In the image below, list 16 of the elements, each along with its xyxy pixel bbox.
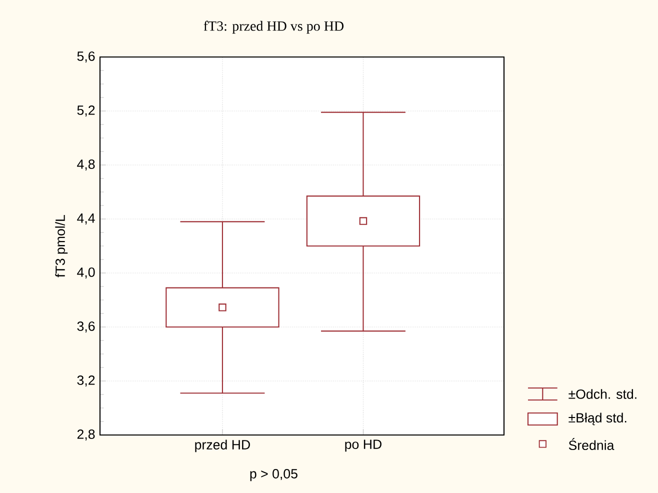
y-tick-label: 3,6	[77, 321, 95, 333]
chart-title: fT3: przed HD vs po HD	[204, 20, 344, 34]
x-tick-label: przed HD	[195, 440, 250, 452]
y-tick-label: 3,2	[77, 375, 95, 387]
y-tick-label: 4,0	[77, 267, 95, 279]
y-tick-label: 4,8	[77, 159, 95, 171]
y-tick-label: 2,8	[77, 429, 95, 440]
x-tick-label: po HD	[345, 440, 382, 452]
text: ±Błąd std.	[568, 412, 626, 426]
y-tick-label: 5,6	[77, 51, 95, 63]
y-axis-title: fT3 pmol/L	[55, 214, 68, 278]
text: ±Odch. std.	[568, 389, 636, 399]
y-tick-label: 4,4	[77, 214, 95, 224]
y-tick-label: 5,2	[77, 105, 95, 117]
text: Średnia	[568, 438, 614, 450]
x-axis-title: p > 0,05	[250, 469, 298, 482]
